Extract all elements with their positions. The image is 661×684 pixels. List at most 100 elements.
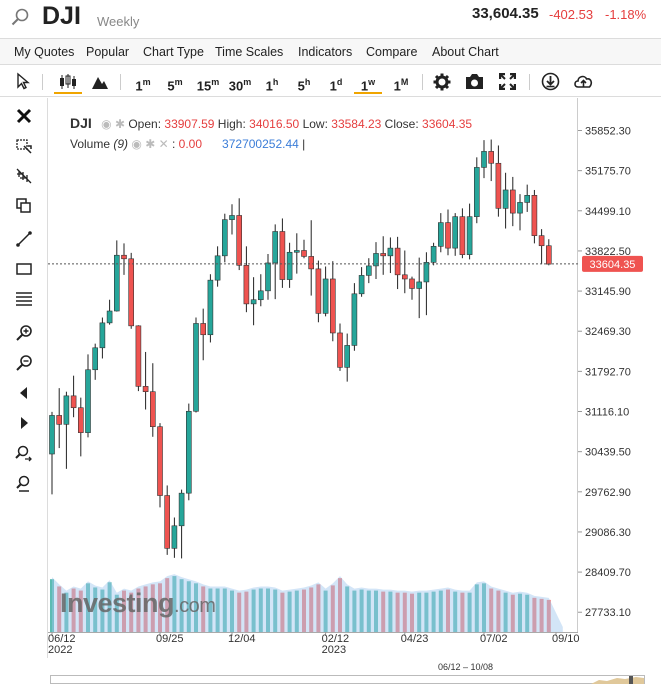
- zoom-range-icon[interactable]: [14, 444, 34, 464]
- candle-body[interactable]: [171, 525, 178, 549]
- timeframe-15m[interactable]: 15m: [196, 77, 220, 94]
- cloud-upload-icon[interactable]: [573, 72, 594, 91]
- candle-body[interactable]: [430, 246, 437, 263]
- trend-line-icon[interactable]: [14, 229, 34, 249]
- menu-about-chart[interactable]: About Chart: [432, 45, 499, 59]
- candle-body[interactable]: [301, 250, 307, 257]
- candle-body[interactable]: [531, 195, 538, 236]
- timeframe-1d[interactable]: 1d: [329, 77, 343, 94]
- candle-body[interactable]: [337, 332, 343, 368]
- scroll-left-icon[interactable]: [14, 383, 34, 403]
- candle-body[interactable]: [509, 189, 516, 214]
- menu-popular[interactable]: Popular: [86, 45, 130, 59]
- candle-body[interactable]: [322, 278, 329, 314]
- navigator-handle[interactable]: [629, 676, 633, 684]
- candle-body[interactable]: [279, 231, 286, 280]
- candle-body[interactable]: [164, 495, 170, 549]
- menu-my-quotes[interactable]: My Quotes: [14, 45, 75, 59]
- rectangle-icon[interactable]: [14, 259, 34, 279]
- candle-body[interactable]: [77, 407, 84, 433]
- close-icon[interactable]: [14, 106, 34, 126]
- candle-body[interactable]: [409, 278, 415, 289]
- navigator-scrollbar[interactable]: [50, 675, 645, 684]
- candle-body[interactable]: [473, 167, 480, 217]
- candle-body[interactable]: [517, 202, 523, 214]
- timeframe-30m[interactable]: 30m: [228, 77, 252, 94]
- candle-body[interactable]: [358, 275, 365, 295]
- candle-body[interactable]: [365, 265, 372, 276]
- magnet-grid-icon[interactable]: [14, 166, 34, 186]
- candle-body[interactable]: [538, 235, 545, 247]
- candle-body[interactable]: [200, 323, 206, 336]
- candle-body[interactable]: [394, 247, 401, 276]
- candle-body[interactable]: [106, 310, 113, 324]
- download-icon[interactable]: [541, 72, 560, 91]
- reset-zoom-icon[interactable]: [14, 474, 34, 494]
- candle-body[interactable]: [186, 410, 192, 494]
- candle-body[interactable]: [445, 222, 451, 249]
- candle-body[interactable]: [524, 195, 531, 203]
- candle-body[interactable]: [315, 268, 322, 314]
- candle-body[interactable]: [99, 322, 106, 349]
- candle-body[interactable]: [128, 258, 134, 327]
- candle-body[interactable]: [178, 492, 185, 527]
- timeframe-1w[interactable]: 1w: [354, 70, 382, 94]
- candle-body[interactable]: [243, 265, 250, 305]
- candle-body[interactable]: [222, 219, 228, 257]
- candle-body[interactable]: [459, 216, 466, 255]
- area-type-button[interactable]: [88, 70, 112, 94]
- fibonacci-icon[interactable]: [14, 289, 34, 309]
- search-icon[interactable]: [10, 7, 30, 27]
- candle-body[interactable]: [481, 151, 487, 168]
- zoom-in-icon[interactable]: [14, 323, 34, 343]
- fullscreen-icon[interactable]: [499, 73, 516, 90]
- candle-body[interactable]: [401, 274, 408, 280]
- menu-chart-type[interactable]: Chart Type: [143, 45, 204, 59]
- scroll-right-icon[interactable]: [14, 413, 34, 433]
- candle-body[interactable]: [121, 254, 127, 260]
- candle-body[interactable]: [63, 395, 70, 425]
- camera-icon[interactable]: [465, 73, 484, 90]
- candle-body[interactable]: [135, 325, 142, 387]
- candle-body[interactable]: [92, 347, 99, 371]
- candlestick-type-button[interactable]: [54, 70, 82, 94]
- candle-body[interactable]: [502, 189, 509, 209]
- candle-body[interactable]: [49, 415, 55, 455]
- candle-body[interactable]: [344, 345, 351, 368]
- candle-body[interactable]: [329, 278, 336, 334]
- timeframe-5m[interactable]: 5m: [167, 77, 183, 94]
- candle-body[interactable]: [258, 290, 264, 301]
- candle-body[interactable]: [416, 281, 423, 289]
- candle-body[interactable]: [488, 151, 495, 164]
- candle-body[interactable]: [265, 262, 271, 292]
- timeframe-1M[interactable]: 1M: [393, 77, 409, 94]
- candle-body[interactable]: [294, 250, 300, 253]
- candle-body[interactable]: [236, 215, 242, 266]
- candle-body[interactable]: [308, 256, 315, 270]
- candle-body[interactable]: [437, 222, 444, 247]
- candle-body[interactable]: [351, 293, 358, 346]
- candle-body[interactable]: [286, 251, 293, 280]
- candle-body[interactable]: [150, 391, 156, 428]
- candle-body[interactable]: [495, 162, 502, 209]
- candle-body[interactable]: [70, 395, 77, 409]
- candle-body[interactable]: [272, 231, 278, 264]
- timeframe-1h[interactable]: 1h: [265, 77, 279, 94]
- candle-body[interactable]: [452, 216, 459, 249]
- candle-body[interactable]: [229, 215, 235, 220]
- candle-body[interactable]: [56, 415, 62, 425]
- gear-icon[interactable]: [433, 73, 451, 91]
- candle-body[interactable]: [142, 386, 149, 392]
- candle-body[interactable]: [207, 279, 214, 336]
- candle-body[interactable]: [387, 247, 394, 257]
- candle-body[interactable]: [85, 369, 91, 433]
- settings-icon[interactable]: ◉ ✱ ✕: [131, 137, 169, 151]
- copy-layers-icon[interactable]: [14, 196, 34, 216]
- candle-body[interactable]: [466, 216, 473, 255]
- candle-body[interactable]: [380, 253, 387, 257]
- eye-icon[interactable]: ◉ ✱: [101, 117, 125, 131]
- menu-time-scales[interactable]: Time Scales: [215, 45, 284, 59]
- timeframe-1m[interactable]: 1m: [135, 77, 151, 94]
- candlestick-chart[interactable]: 35852.30 35175.70 34499.10 33822.50 33145.90…: [48, 98, 661, 658]
- candle-body[interactable]: [373, 253, 379, 267]
